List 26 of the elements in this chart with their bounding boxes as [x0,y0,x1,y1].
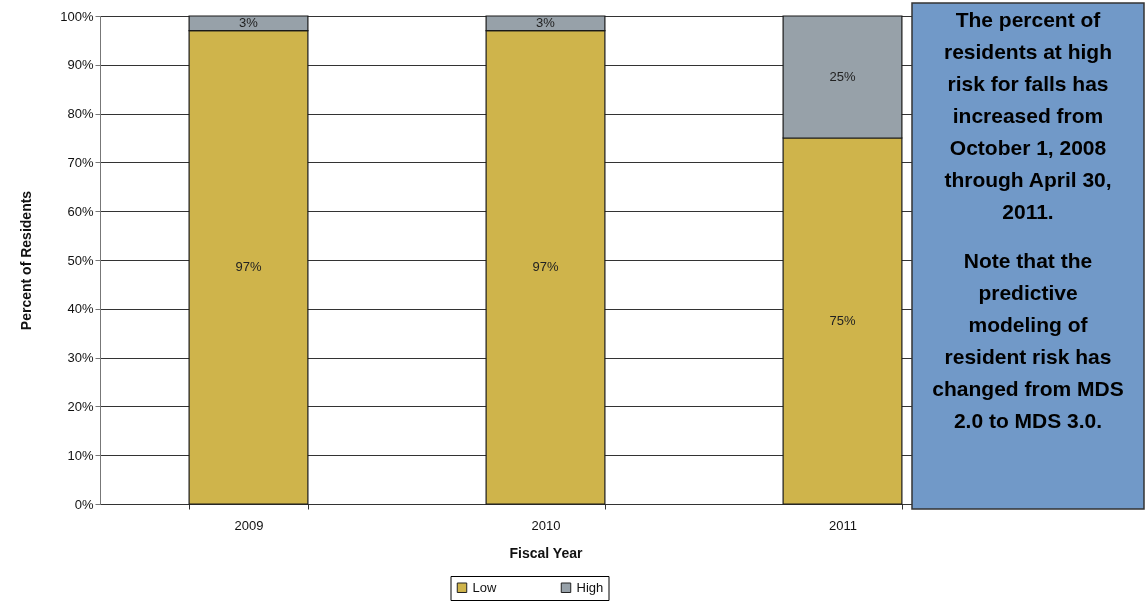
data-label: 97% [235,259,262,275]
y-tick-label: 0% [74,496,94,512]
data-label: 25% [829,69,856,84]
y-tick-label: 30% [67,350,94,366]
x-tick-label: 2011 [829,517,857,533]
text: Note that the predictive modeling of resident risk has changed from MDS 2.0 to MDS 3.0. [932,249,1124,432]
legend-label: Low [472,579,497,595]
y-tick-label: 90% [67,57,94,73]
data-label: 3% [536,15,556,31]
x-tick-label: 2010 [531,517,561,533]
legend-label: High [576,579,604,595]
data-label: 3% [239,15,259,31]
x-axis-title: Fiscal Year [509,544,583,561]
y-axis-title: Percent of Residents [18,190,35,331]
x-tick-label: 2009 [234,517,264,533]
y-tick-label: 20% [67,398,94,414]
text: The percent of residents at high risk for falls has increased from October 1, 2008 through April 30, 2011. [943,8,1113,223]
y-tick-label: 50% [67,252,94,268]
y-tick-label: 80% [67,106,94,122]
data-label: 97% [532,259,559,275]
y-tick-label: 60% [67,203,94,219]
y-tick-label: 40% [67,301,94,317]
y-tick-label: 100% [60,8,94,24]
y-tick-label: 10% [67,447,94,463]
data-label: 75% [829,313,856,328]
y-tick-label: 70% [67,154,94,170]
